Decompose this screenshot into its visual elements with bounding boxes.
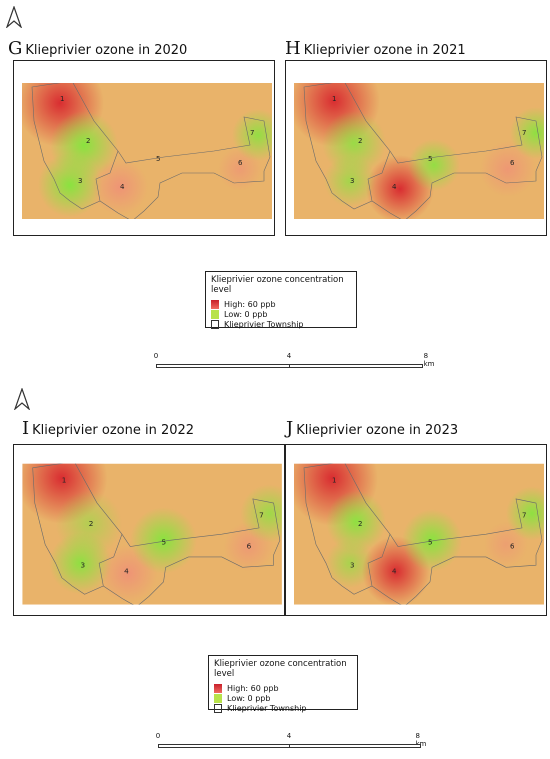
site-label-4: 4 [124, 567, 129, 576]
ozone-hotspot [326, 490, 386, 553]
scale-bar-bottom: 0 4 8 km [152, 732, 432, 752]
site-label-6: 6 [247, 542, 252, 551]
ozone-hotspot [130, 507, 197, 574]
site-label-2: 2 [89, 519, 94, 528]
site-label-4: 4 [120, 183, 125, 191]
legend-title: Klieprivier ozone concentration level [214, 659, 347, 679]
site-label-5: 5 [428, 155, 432, 163]
legend-bottom: Klieprivier ozone concentration level Hi… [208, 655, 358, 713]
legend-high-label: High: 60 ppb [227, 683, 279, 693]
site-label-5: 5 [161, 538, 166, 547]
legend-high-label: High: 60 ppb [224, 299, 276, 309]
ozone-hotspot [49, 532, 112, 595]
legend-township-label: Klieprivier Township [224, 319, 304, 329]
site-label-7: 7 [250, 129, 254, 137]
site-label-1: 1 [332, 475, 336, 484]
site-label-1: 1 [332, 95, 336, 103]
legend-township-swatch [211, 319, 219, 329]
site-label-1: 1 [62, 475, 67, 484]
scale-segment-1 [156, 364, 290, 368]
ozone-hotspot [326, 538, 374, 589]
site-label-5: 5 [428, 537, 432, 546]
site-label-6: 6 [238, 159, 243, 167]
scale-tick-4: 4 [286, 352, 292, 360]
panel-title-i: I Klieprivier ozone in 2022 [22, 418, 195, 439]
site-label-7: 7 [522, 510, 526, 519]
ozone-hotspot [240, 484, 282, 543]
ozone-hotspot [92, 159, 148, 215]
site-label-3: 3 [80, 560, 85, 569]
map-panel-g: 1 2 3 4 5 6 7 [13, 60, 275, 236]
north-arrow-icon [6, 6, 22, 28]
scale-segment-2 [289, 744, 421, 748]
site-label-4: 4 [392, 183, 397, 191]
ozone-hotspot [324, 155, 376, 207]
panel-title-g: G Klieprivier ozone in 2020 [8, 38, 188, 59]
scale-segment-2 [289, 364, 423, 368]
ozone-hotspot [506, 486, 544, 541]
legend-high-swatch [214, 683, 222, 693]
legend-low-label: Low: 0 ppb [224, 309, 268, 319]
site-label-7: 7 [259, 511, 264, 520]
site-label-3: 3 [350, 177, 354, 185]
ozone-map-2023: 1 2 3 4 5 6 7 [294, 463, 544, 605]
site-label-6: 6 [510, 159, 515, 167]
township-boundary [32, 463, 281, 605]
ozone-map-2022: 1 2 3 4 5 6 7 [22, 463, 282, 605]
township-boundary [303, 83, 543, 219]
ozone-hotspot [38, 153, 102, 217]
township-boundary [31, 83, 271, 219]
map-panel-i: 1 2 3 4 5 6 7 [13, 444, 285, 616]
panel-title-j: J Klieprivier ozone in 2023 [286, 418, 459, 439]
ozone-hotspot [480, 141, 536, 197]
ozone-map-2020: 1 2 3 4 5 6 7 [22, 83, 272, 219]
scale-tick-8: 8 km [423, 352, 435, 368]
ozone-hotspot [510, 107, 544, 159]
ozone-map-2021: 1 2 3 4 5 6 7 [294, 83, 544, 219]
ozone-hotspot [408, 139, 460, 191]
site-label-5: 5 [156, 155, 160, 163]
site-label-1: 1 [60, 95, 64, 103]
site-label-2: 2 [86, 137, 90, 145]
scale-tick-0: 0 [155, 732, 161, 740]
site-label-2: 2 [358, 137, 362, 145]
scale-tick-0: 0 [153, 352, 159, 360]
legend-township-label: Klieprivier Township [227, 703, 307, 713]
township-boundary [303, 463, 543, 605]
site-label-3: 3 [350, 560, 354, 569]
legend-top: Klieprivier ozone concentration level Hi… [205, 271, 357, 329]
scale-segment-1 [158, 744, 290, 748]
site-label-6: 6 [510, 542, 515, 551]
panel-title-h: H Klieprivier ozone in 2021 [285, 38, 466, 59]
map-panel-h: 1 2 3 4 5 6 7 [285, 60, 547, 236]
legend-low-swatch [214, 693, 222, 703]
ozone-hotspot [232, 109, 272, 161]
scale-bar-top: 0 4 8 km [150, 352, 434, 372]
legend-low-swatch [211, 309, 219, 319]
legend-high-swatch [211, 299, 219, 309]
legend-title: Klieprivier ozone concentration level [211, 275, 344, 295]
site-label-4: 4 [392, 566, 397, 575]
site-label-2: 2 [358, 519, 362, 528]
site-label-7: 7 [522, 129, 526, 137]
map-panel-j: 1 2 3 4 5 6 7 [285, 444, 547, 616]
legend-township-swatch [214, 703, 222, 713]
north-arrow-icon [14, 388, 30, 410]
scale-tick-4: 4 [286, 732, 292, 740]
ozone-hotspot [402, 509, 462, 572]
site-label-3: 3 [78, 177, 82, 185]
legend-low-label: Low: 0 ppb [227, 693, 271, 703]
